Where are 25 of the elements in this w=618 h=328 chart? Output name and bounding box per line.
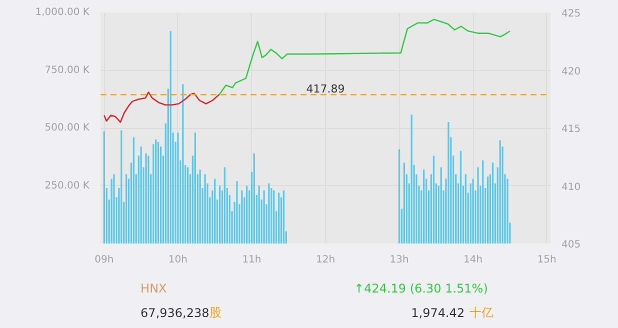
x-tick-label: 14h [464, 254, 483, 266]
line-series [104, 92, 220, 123]
line-series [218, 18, 511, 96]
y-tick-label: 250.00 K [44, 180, 90, 192]
x-tick-label: 12h [316, 254, 336, 266]
y-tick-label: 1,000.00 K [35, 7, 90, 18]
x-tick-label: 09h [94, 254, 114, 266]
text: 十亿 [470, 306, 494, 320]
ref-line-label: 417.89 [306, 82, 345, 96]
y-tick-label: 750.00 K [44, 64, 90, 76]
x-tick-label: 10h [168, 254, 188, 266]
x-tick-label: 15h [537, 254, 556, 266]
x-tick-label: 11h [242, 254, 262, 266]
text: HNX [140, 282, 167, 296]
text: ↑424.19 (6.30 1.51%) [354, 282, 488, 296]
y2-tick-label: 405 [562, 240, 581, 250]
y2-tick-label: 415 [562, 124, 581, 135]
y2-tick-label: 420 [562, 66, 581, 78]
y2-tick-label: 425 [562, 8, 581, 20]
x-tick-label: 13h [390, 254, 409, 266]
y2-tick-label: 410 [562, 182, 581, 193]
y-tick-label: 500.00 K [44, 122, 90, 134]
text: 股 [210, 306, 222, 320]
text: 67,936,238 [140, 306, 210, 320]
text: 1,974.42 [411, 306, 465, 320]
